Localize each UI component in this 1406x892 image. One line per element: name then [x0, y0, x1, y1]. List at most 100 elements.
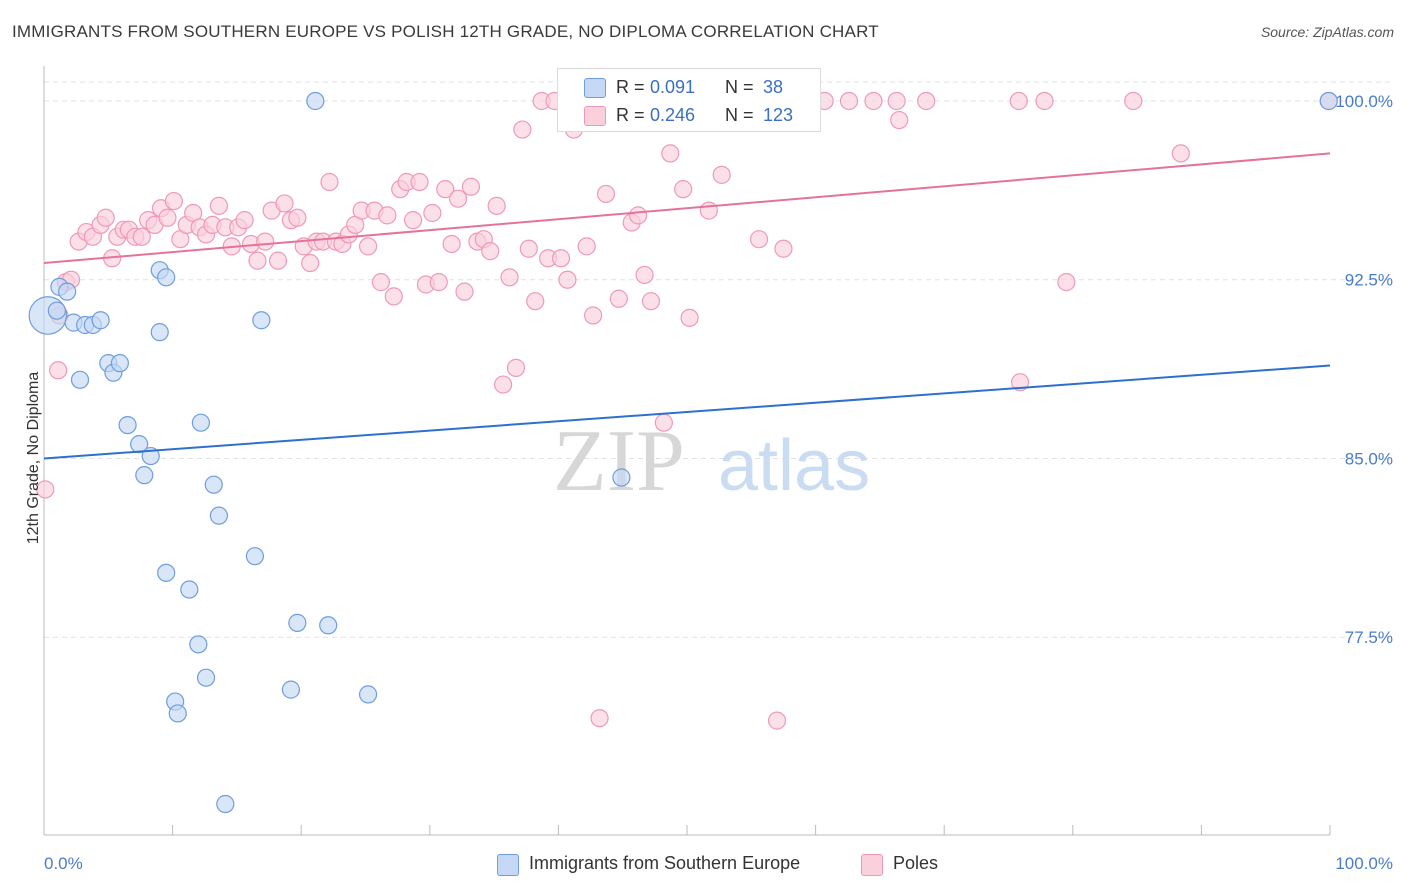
- data-point: [1035, 91, 1054, 111]
- data-point: [58, 282, 77, 301]
- data-point: [157, 563, 176, 582]
- data-point: [506, 358, 526, 377]
- data-point: [96, 208, 115, 227]
- tick-labels: 100.0% 92.5% 85.0% 77.5% 0.0% 100.0%: [44, 92, 1393, 873]
- data-point: [558, 270, 577, 289]
- data-point: [1057, 273, 1076, 292]
- data-point: [204, 475, 223, 494]
- data-point: [288, 613, 307, 632]
- y-tick-label: 92.5%: [1345, 271, 1393, 290]
- poles-points: [36, 91, 1338, 730]
- data-point: [526, 292, 545, 311]
- data-point: [774, 239, 793, 258]
- data-point: [481, 242, 500, 261]
- data-point: [168, 704, 187, 723]
- data-point: [680, 308, 699, 327]
- data-point: [358, 685, 378, 704]
- legend-swatch-pink: [584, 106, 606, 126]
- y-tick-label: 77.5%: [1345, 628, 1393, 647]
- data-point: [301, 253, 320, 273]
- legend-label: Immigrants from Southern Europe: [529, 853, 801, 873]
- data-point: [442, 234, 461, 254]
- legend-r-label: R =: [616, 105, 645, 125]
- data-point: [410, 172, 429, 192]
- data-point: [245, 547, 265, 566]
- data-point: [256, 232, 275, 251]
- data-point: [248, 251, 267, 270]
- data-point: [551, 249, 571, 268]
- data-point: [216, 794, 235, 814]
- data-point: [306, 91, 325, 111]
- data-point: [164, 191, 183, 211]
- trend-lines: [43, 152, 1331, 460]
- data-point: [1124, 91, 1143, 111]
- data-point: [699, 201, 718, 220]
- data-point: [609, 289, 628, 308]
- data-point: [641, 292, 661, 311]
- data-point: [1010, 373, 1030, 392]
- watermark-atlas: atlas: [718, 426, 870, 506]
- data-point: [629, 206, 648, 225]
- data-point: [596, 184, 616, 204]
- data-point: [209, 196, 228, 215]
- x-tick-label: 0.0%: [44, 854, 83, 873]
- data-point: [487, 196, 506, 215]
- axes: [43, 66, 1331, 836]
- data-point: [281, 680, 301, 699]
- y-axis-title: 12th Grade, No Diploma: [25, 372, 42, 545]
- data-point: [320, 172, 339, 192]
- data-point: [674, 180, 693, 199]
- data-point: [70, 370, 90, 389]
- data-point: [584, 306, 603, 325]
- y-tick-label: 100.0%: [1335, 92, 1393, 111]
- data-point: [180, 580, 199, 599]
- data-point: [371, 273, 391, 292]
- data-point: [118, 415, 137, 435]
- trend-line-poles: [43, 152, 1331, 265]
- data-point: [1319, 91, 1338, 111]
- legend-swatch-blue: [497, 854, 519, 876]
- data-point: [654, 413, 673, 432]
- legend-r-value: 0.091: [650, 77, 696, 97]
- data-point: [49, 361, 68, 380]
- data-point: [767, 711, 787, 730]
- trend-line-southern-europe: [43, 364, 1331, 460]
- data-point: [384, 287, 403, 306]
- data-point: [319, 616, 338, 635]
- data-point: [132, 227, 151, 246]
- data-point: [275, 194, 294, 213]
- data-point: [429, 273, 448, 292]
- data-point: [191, 413, 210, 432]
- data-point: [590, 709, 609, 728]
- data-point: [189, 635, 208, 654]
- data-point: [436, 180, 455, 199]
- data-point: [612, 468, 631, 487]
- data-point: [661, 144, 680, 163]
- data-point: [47, 301, 66, 320]
- legend-row-southern-europe: R = 0.091 N = 38: [558, 73, 820, 103]
- data-point: [839, 91, 859, 111]
- source-label: Source: ZipAtlas.com: [1260, 24, 1394, 40]
- data-point: [864, 91, 883, 111]
- data-point: [110, 354, 129, 373]
- legend-r-value: 0.246: [650, 105, 696, 125]
- data-point: [494, 375, 513, 394]
- data-point: [461, 177, 481, 196]
- data-point: [455, 282, 474, 301]
- data-point: [890, 110, 909, 130]
- data-point: [577, 237, 596, 256]
- data-point: [150, 323, 169, 342]
- legend-n-label: N =: [725, 105, 754, 125]
- x-tick-label: 100.0%: [1335, 854, 1393, 873]
- data-point: [235, 211, 254, 230]
- data-point: [378, 206, 397, 225]
- data-point: [749, 230, 769, 249]
- data-point: [448, 189, 468, 208]
- legend-n-label: N =: [725, 77, 754, 97]
- legend-swatch-pink: [861, 854, 883, 876]
- legend-swatch-blue: [584, 78, 606, 98]
- legend-n-value: 123: [763, 105, 794, 125]
- data-point: [252, 311, 271, 330]
- data-point: [519, 239, 538, 258]
- data-point: [712, 165, 731, 184]
